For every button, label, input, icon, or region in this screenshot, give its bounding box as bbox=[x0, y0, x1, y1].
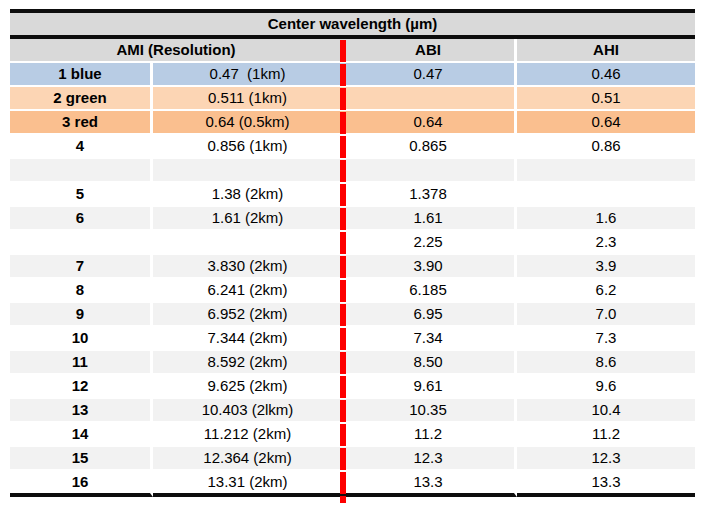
table-row: 1613.31 (2km)13.313.3 bbox=[10, 471, 695, 497]
cell-ahi: 0.64 bbox=[517, 111, 695, 135]
cell-ami bbox=[153, 231, 342, 255]
cell-band: 13 bbox=[10, 399, 153, 423]
cell-band: 10 bbox=[10, 327, 153, 351]
cell-abi: 0.64 bbox=[342, 111, 517, 135]
cell-abi: 6.185 bbox=[342, 279, 517, 303]
cell-abi bbox=[342, 159, 517, 183]
cell-ahi: 2.3 bbox=[517, 231, 695, 255]
cell-ahi: 7.3 bbox=[517, 327, 695, 351]
cell-ahi: 6.2 bbox=[517, 279, 695, 303]
cell-abi: 9.61 bbox=[342, 375, 517, 399]
table-row: 40.856 (1km)0.8650.86 bbox=[10, 135, 695, 159]
title-row: Center wavelength (µm) bbox=[10, 9, 695, 39]
table-row: 61.61 (2km)1.611.6 bbox=[10, 207, 695, 231]
cell-abi: 13.3 bbox=[342, 471, 517, 497]
cell-abi: 12.3 bbox=[342, 447, 517, 471]
cell-ami: 13.31 (2km) bbox=[153, 471, 342, 497]
table-row: 1 blue0.47 (1km)0.470.46 bbox=[10, 63, 695, 87]
cell-band: 14 bbox=[10, 423, 153, 447]
table-title: Center wavelength (µm) bbox=[10, 9, 695, 39]
cell-abi: 8.50 bbox=[342, 351, 517, 375]
cell-ahi: 7.0 bbox=[517, 303, 695, 327]
cell-ahi: 8.6 bbox=[517, 351, 695, 375]
cell-abi: 6.95 bbox=[342, 303, 517, 327]
cell-band bbox=[10, 159, 153, 183]
cell-band: 6 bbox=[10, 207, 153, 231]
cell-abi: 1.378 bbox=[342, 183, 517, 207]
cell-abi: 0.865 bbox=[342, 135, 517, 159]
column-header-ami: AMI (Resolution) bbox=[10, 39, 342, 63]
cell-ami: 6.952 (2km) bbox=[153, 303, 342, 327]
table-row: 129.625 (2km)9.619.6 bbox=[10, 375, 695, 399]
table-row: 1411.212 (2km)11.211.2 bbox=[10, 423, 695, 447]
cell-abi: 2.25 bbox=[342, 231, 517, 255]
table-row: 86.241 (2km)6.1856.2 bbox=[10, 279, 695, 303]
cell-ahi bbox=[517, 159, 695, 183]
cell-band: 2 green bbox=[10, 87, 153, 111]
wavelength-comparison-table: Center wavelength (µm) AMI (Resolution) … bbox=[10, 9, 695, 497]
cell-abi: 10.35 bbox=[342, 399, 517, 423]
cell-ami: 1.61 (2km) bbox=[153, 207, 342, 231]
header-row: AMI (Resolution) ABI AHI bbox=[10, 39, 695, 63]
cell-band: 9 bbox=[10, 303, 153, 327]
table-row: 1310.403 (2lkm)10.3510.4 bbox=[10, 399, 695, 423]
cell-ami: 1.38 (2km) bbox=[153, 183, 342, 207]
cell-band: 8 bbox=[10, 279, 153, 303]
table-row: 96.952 (2km)6.957.0 bbox=[10, 303, 695, 327]
table-row bbox=[10, 159, 695, 183]
cell-abi: 3.90 bbox=[342, 255, 517, 279]
table-row: 3 red0.64 (0.5km)0.640.64 bbox=[10, 111, 695, 135]
cell-ami: 9.625 (2km) bbox=[153, 375, 342, 399]
table-row: 1512.364 (2km)12.312.3 bbox=[10, 447, 695, 471]
cell-band: 1 blue bbox=[10, 63, 153, 87]
cell-ami: 6.241 (2km) bbox=[153, 279, 342, 303]
cell-ahi: 12.3 bbox=[517, 447, 695, 471]
cell-ami: 8.592 (2km) bbox=[153, 351, 342, 375]
cell-band: 11 bbox=[10, 351, 153, 375]
cell-abi: 7.34 bbox=[342, 327, 517, 351]
page: Center wavelength (µm) AMI (Resolution) … bbox=[0, 0, 704, 506]
cell-abi: 0.47 bbox=[342, 63, 517, 87]
table-row: 51.38 (2km)1.378 bbox=[10, 183, 695, 207]
column-header-abi: ABI bbox=[342, 39, 517, 63]
cell-band: 4 bbox=[10, 135, 153, 159]
cell-band: 3 red bbox=[10, 111, 153, 135]
cell-band: 12 bbox=[10, 375, 153, 399]
table-row: 2 green0.511 (1km) 0.51 bbox=[10, 87, 695, 111]
cell-ahi: 0.86 bbox=[517, 135, 695, 159]
table-row: 118.592 (2km)8.508.6 bbox=[10, 351, 695, 375]
cell-ami bbox=[153, 159, 342, 183]
cell-abi: 1.61 bbox=[342, 207, 517, 231]
cell-ami: 7.344 (2km) bbox=[153, 327, 342, 351]
cell-ahi: 0.46 bbox=[517, 63, 695, 87]
cell-ami: 11.212 (2km) bbox=[153, 423, 342, 447]
column-header-ahi: AHI bbox=[517, 39, 695, 63]
table-row: 73.830 (2km)3.903.9 bbox=[10, 255, 695, 279]
cell-band: 15 bbox=[10, 447, 153, 471]
cell-abi: 11.2 bbox=[342, 423, 517, 447]
table-row: 107.344 (2km)7.347.3 bbox=[10, 327, 695, 351]
cell-band: 16 bbox=[10, 471, 153, 497]
table-row: 2.252.3 bbox=[10, 231, 695, 255]
cell-abi bbox=[342, 87, 517, 111]
cell-band: 7 bbox=[10, 255, 153, 279]
cell-ami: 3.830 (2km) bbox=[153, 255, 342, 279]
cell-ahi: 1.6 bbox=[517, 207, 695, 231]
cell-ahi: 11.2 bbox=[517, 423, 695, 447]
cell-ami: 0.856 (1km) bbox=[153, 135, 342, 159]
cell-ahi: 10.4 bbox=[517, 399, 695, 423]
cell-ami: 0.47 (1km) bbox=[153, 63, 342, 87]
cell-ami: 0.64 (0.5km) bbox=[153, 111, 342, 135]
cell-band: 5 bbox=[10, 183, 153, 207]
cell-ahi: 0.51 bbox=[517, 87, 695, 111]
cell-ahi bbox=[517, 183, 695, 207]
cell-ami: 0.511 (1km) bbox=[153, 87, 342, 111]
comparison-table: Center wavelength (µm) AMI (Resolution) … bbox=[10, 9, 695, 497]
cell-ahi: 9.6 bbox=[517, 375, 695, 399]
cell-band bbox=[10, 231, 153, 255]
cell-ahi: 13.3 bbox=[517, 471, 695, 497]
cell-ami: 12.364 (2km) bbox=[153, 447, 342, 471]
cell-ami: 10.403 (2lkm) bbox=[153, 399, 342, 423]
cell-ahi: 3.9 bbox=[517, 255, 695, 279]
